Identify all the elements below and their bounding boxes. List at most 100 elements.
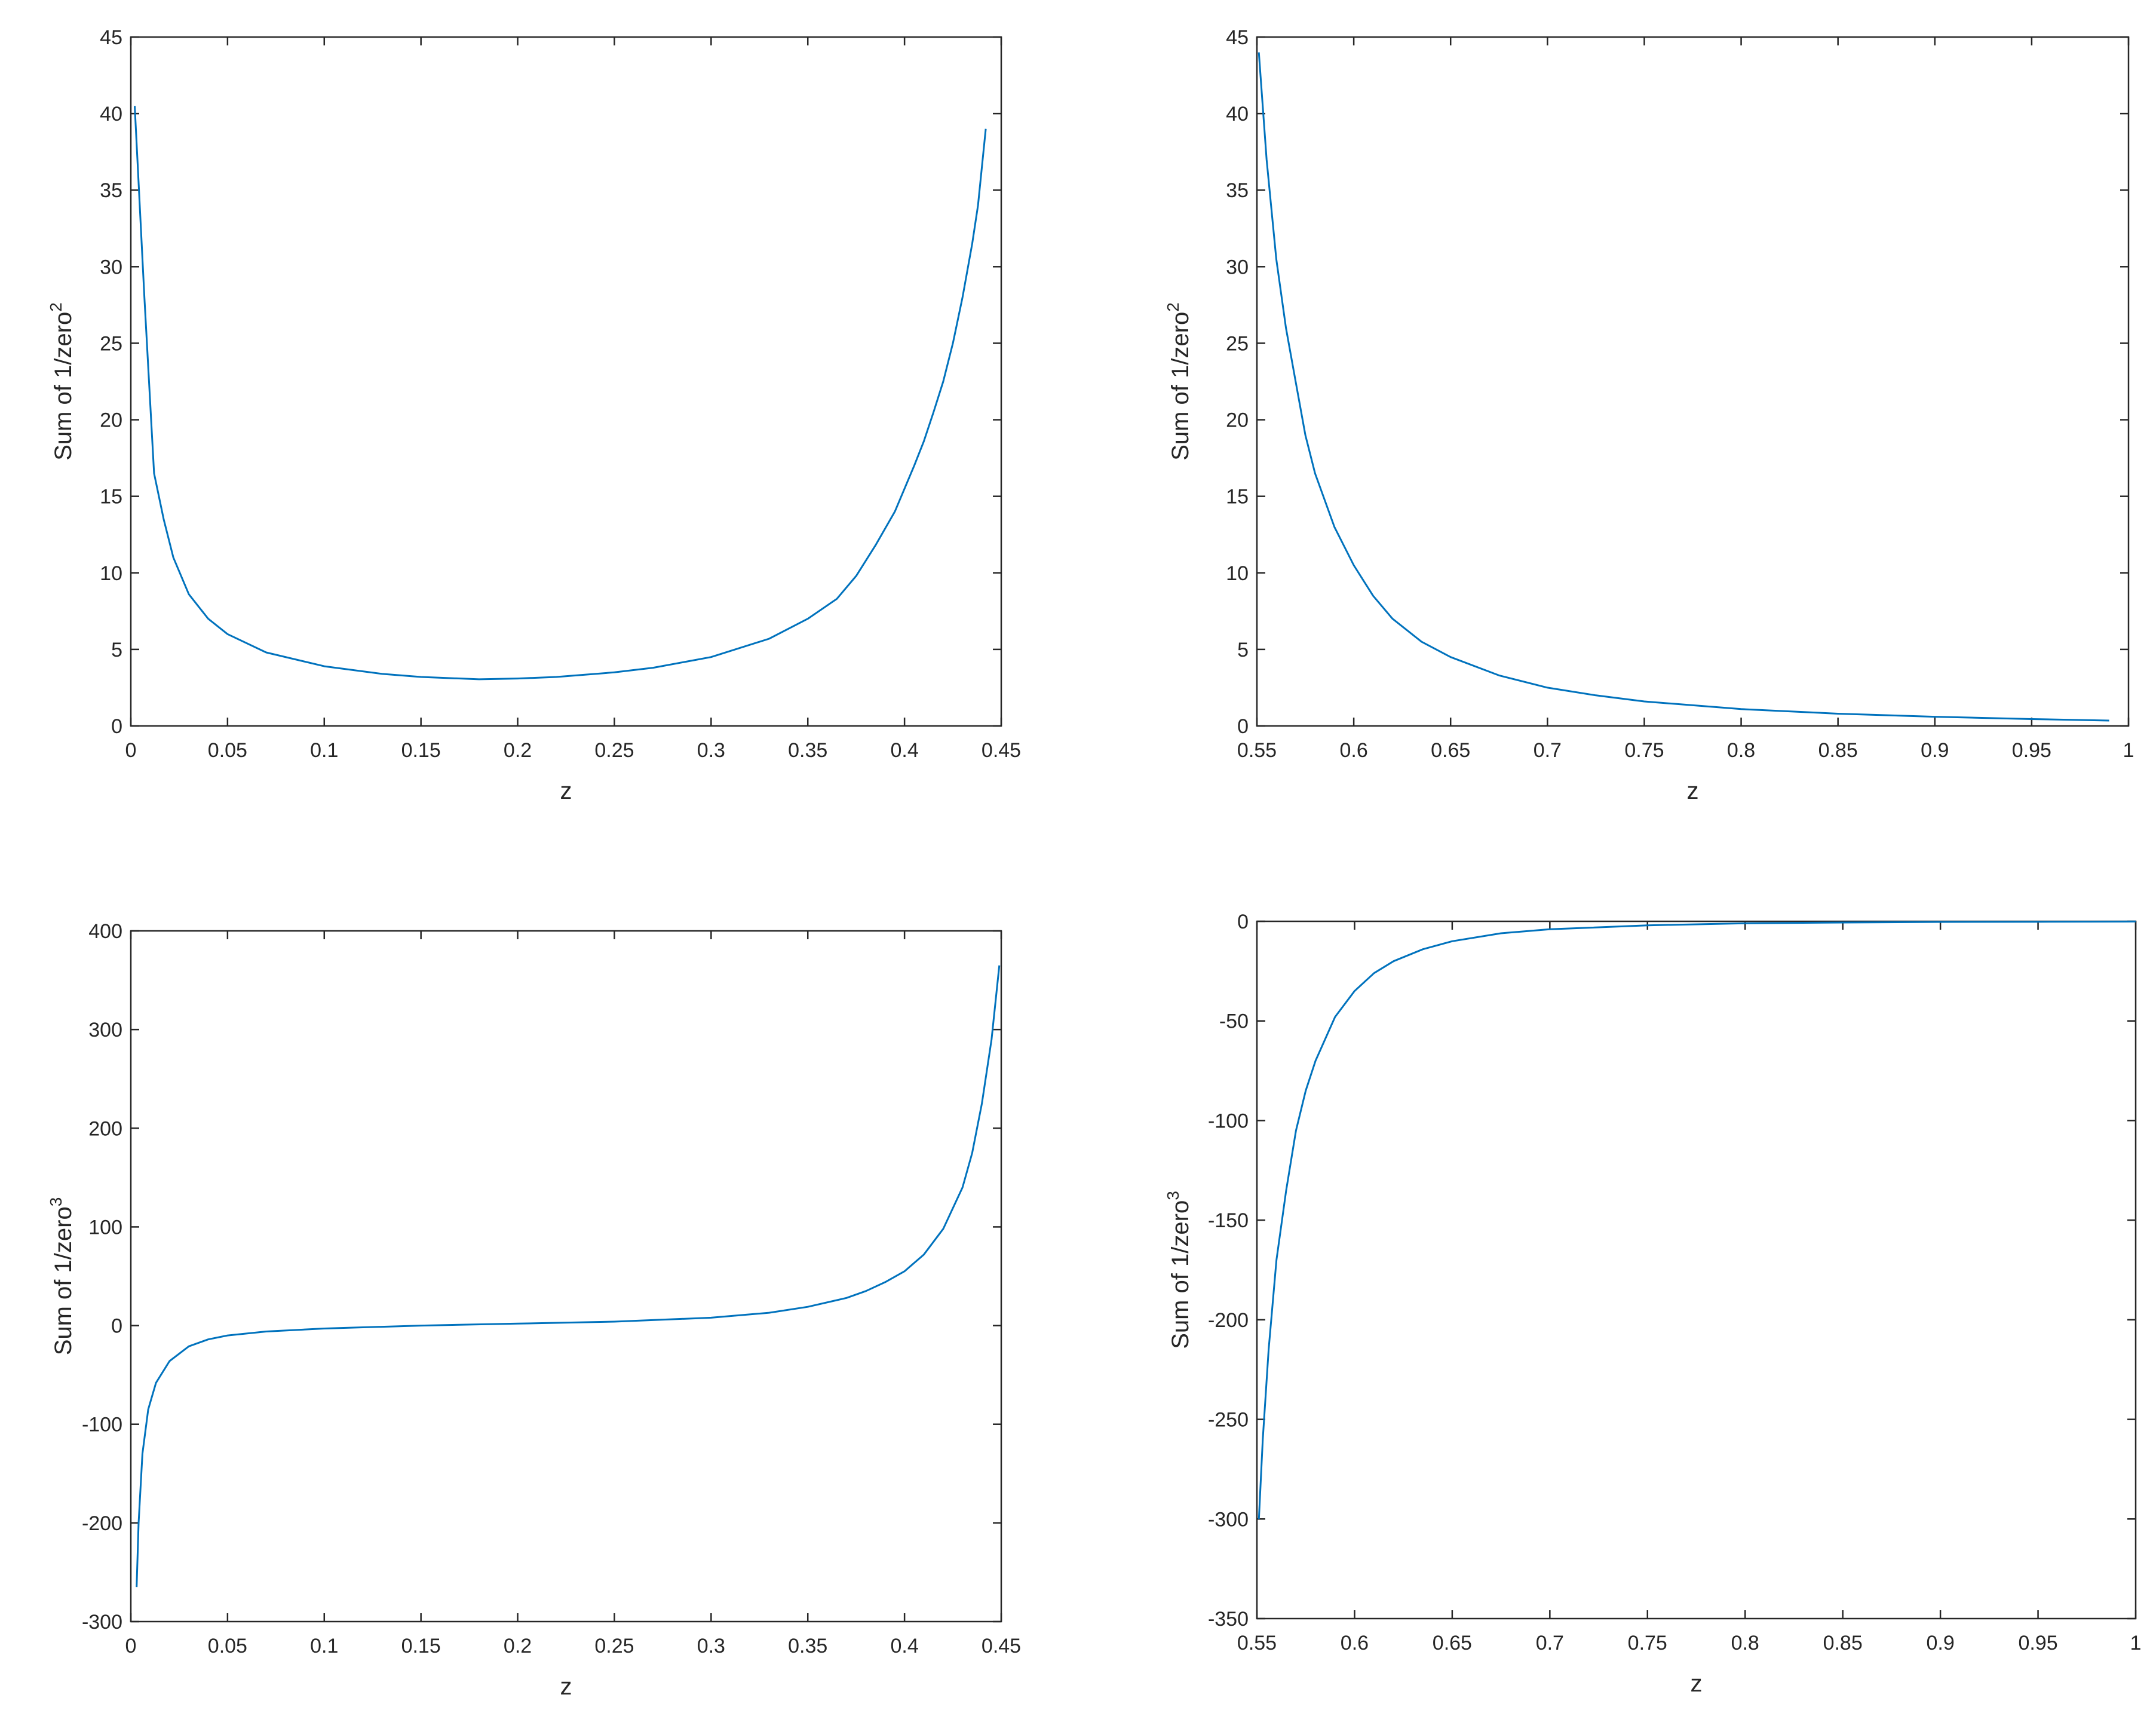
x-tick-label: 0.6 xyxy=(1339,739,1367,762)
data-line xyxy=(134,106,987,681)
y-axis-label-text: Sum of 1/zero xyxy=(50,1206,76,1355)
y-tick-label: 0 xyxy=(111,1315,122,1338)
y-tick-label: 45 xyxy=(100,26,122,49)
y-tick-label: -200 xyxy=(1208,1309,1249,1332)
y-tick-label: 15 xyxy=(100,486,122,508)
x-tick-label: 0.15 xyxy=(401,1635,441,1657)
x-tick-label: 0.05 xyxy=(208,1635,247,1657)
x-tick-label: 0.55 xyxy=(1237,739,1277,762)
y-axis-label: Sum of 1/zero3 xyxy=(1164,1191,1194,1349)
x-tick-label: 0.9 xyxy=(1921,739,1949,762)
x-axis-label: z xyxy=(1687,778,1699,804)
x-tick-label: 0.25 xyxy=(594,739,634,762)
x-tick-label: 0.95 xyxy=(2018,1632,2057,1654)
y-tick-label: 25 xyxy=(1226,332,1249,355)
x-tick-label: 0.4 xyxy=(890,1635,918,1657)
x-tick-label: 0.8 xyxy=(1727,739,1755,762)
x-tick-label: 0.4 xyxy=(890,739,918,762)
y-tick-label: 5 xyxy=(1237,639,1249,661)
y-tick-label: 30 xyxy=(100,256,122,278)
x-tick-label: 0.25 xyxy=(594,1635,634,1657)
y-tick-label: 0 xyxy=(1237,715,1249,738)
x-axis-label: z xyxy=(560,778,572,804)
y-tick-label: -150 xyxy=(1208,1209,1249,1232)
x-tick-label: 0.75 xyxy=(1628,1632,1667,1654)
x-tick-label: 0.95 xyxy=(2012,739,2051,762)
y-tick-label: 30 xyxy=(1226,256,1249,278)
axes-box xyxy=(1256,36,2130,727)
y-axis-label-text: Sum of 1/zero xyxy=(50,312,76,461)
x-tick-label: 0.55 xyxy=(1237,1632,1277,1654)
data-line xyxy=(136,965,1001,1588)
x-tick-label: 0.9 xyxy=(1926,1632,1954,1654)
axes-box xyxy=(130,36,1002,727)
data-line xyxy=(1258,52,2109,722)
x-tick-label: 0 xyxy=(125,739,137,762)
x-tick-label: 0.3 xyxy=(697,1635,725,1657)
y-tick-label: -300 xyxy=(82,1611,122,1634)
x-tick-label: 0.7 xyxy=(1534,739,1562,762)
subplot-1: 0 0.05 0.1 0.15 0.2 0.25 0.3 0.35 0.4 0.45 0 5 10 15 2… xyxy=(47,26,1021,804)
y-axis-label-superscript: 2 xyxy=(1164,302,1182,312)
x-tick-label: 0.2 xyxy=(504,1635,532,1657)
y-tick-label: 10 xyxy=(1226,562,1249,585)
x-tick-label: 0.05 xyxy=(208,739,247,762)
y-tick-label: 45 xyxy=(1226,26,1249,49)
y-axis-label: Sum of 1/zero2 xyxy=(47,302,76,461)
x-tick-label: 0.85 xyxy=(1818,739,1858,762)
y-axis-label-superscript: 2 xyxy=(47,302,65,312)
x-tick-label: 1 xyxy=(2123,739,2134,762)
x-tick-label: 0.75 xyxy=(1624,739,1664,762)
y-tick-label: -100 xyxy=(1208,1110,1249,1132)
x-tick-label: 1 xyxy=(2130,1632,2142,1654)
y-tick-label: 15 xyxy=(1226,486,1249,508)
y-tick-label: 300 xyxy=(88,1019,122,1041)
y-tick-label: -50 xyxy=(1219,1010,1249,1033)
y-tick-label: 40 xyxy=(100,103,122,125)
x-tick-label: 0.35 xyxy=(788,739,827,762)
x-tick-label: 0.85 xyxy=(1823,1632,1863,1654)
y-tick-label: 200 xyxy=(88,1117,122,1140)
data-line xyxy=(1258,920,2136,1519)
y-tick-label: -100 xyxy=(82,1414,122,1436)
y-tick-label: 25 xyxy=(100,332,122,355)
x-tick-label: 0.8 xyxy=(1731,1632,1759,1654)
subplot-2: 0.55 0.6 0.65 0.7 0.75 0.8 0.85 0.9 0.95 10510152… xyxy=(1164,26,2134,804)
y-tick-label: 20 xyxy=(100,409,122,432)
y-tick-label: 0 xyxy=(1237,911,1249,933)
x-tick-label: 0.7 xyxy=(1536,1632,1564,1654)
y-axis-label: Sum of 1/zero2 xyxy=(1164,302,1194,461)
y-tick-label: -250 xyxy=(1208,1409,1249,1432)
y-tick-label: 10 xyxy=(100,562,122,585)
y-tick-label: 400 xyxy=(88,920,122,943)
y-axis-label-superscript: 3 xyxy=(1164,1191,1182,1200)
x-tick-label: 0.1 xyxy=(310,1635,338,1657)
x-tick-label: 0.3 xyxy=(697,739,725,762)
y-axis-label-text: Sum of 1/zero xyxy=(1167,1200,1194,1349)
y-tick-label: -300 xyxy=(1208,1508,1249,1531)
y-axis-label-text: Sum of 1/zero xyxy=(1167,312,1194,461)
y-tick-label: 35 xyxy=(100,179,122,202)
subplot-4: 0.55 0.6 0.65 0.7 0.75 0.8 0.85 0.9 0.95 1 -350 -30… xyxy=(1164,911,2141,1697)
x-axis-label: z xyxy=(1691,1671,1703,1697)
y-tick-label: 40 xyxy=(1226,103,1249,125)
x-tick-label: 0.6 xyxy=(1341,1632,1369,1654)
x-tick-label: 0.65 xyxy=(1431,739,1470,762)
x-tick-label: 0.2 xyxy=(504,739,532,762)
y-tick-label: -350 xyxy=(1208,1608,1249,1631)
y-tick-label: 35 xyxy=(1226,179,1249,202)
subplot-3: 0 0.05 0.1 0.15 0.2 0.25 0.3 0.35 0.4 0.45 -300 -20… xyxy=(47,920,1021,1700)
y-axis-label: Sum of 1/zero3 xyxy=(47,1197,76,1356)
y-tick-label: 20 xyxy=(1226,409,1249,432)
x-tick-label: 0.35 xyxy=(788,1635,827,1657)
axes-box xyxy=(1256,920,2137,1620)
axes-box xyxy=(130,930,1002,1623)
x-tick-label: 0.65 xyxy=(1433,1632,1472,1654)
x-tick-label: 0.1 xyxy=(310,739,338,762)
x-tick-label: 0.45 xyxy=(982,739,1021,762)
x-axis-label: z xyxy=(560,1674,572,1700)
x-tick-label: 0.45 xyxy=(982,1635,1021,1657)
y-tick-label: -200 xyxy=(82,1512,122,1535)
y-tick-label: 100 xyxy=(88,1216,122,1239)
